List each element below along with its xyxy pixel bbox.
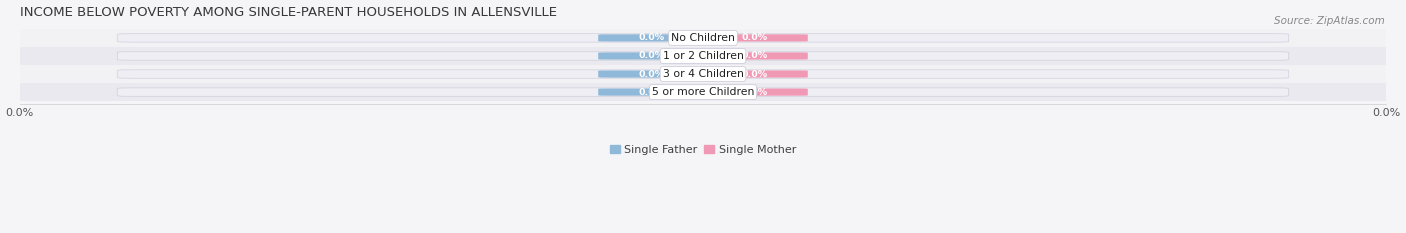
FancyBboxPatch shape <box>117 70 1289 78</box>
Text: INCOME BELOW POVERTY AMONG SINGLE-PARENT HOUSEHOLDS IN ALLENSVILLE: INCOME BELOW POVERTY AMONG SINGLE-PARENT… <box>20 6 557 19</box>
Text: 0.0%: 0.0% <box>741 88 768 97</box>
FancyBboxPatch shape <box>117 52 1289 60</box>
Bar <box>0 29 1406 47</box>
Text: 0.0%: 0.0% <box>741 51 768 61</box>
FancyBboxPatch shape <box>700 52 808 60</box>
FancyBboxPatch shape <box>700 34 808 41</box>
Text: 0.0%: 0.0% <box>638 33 665 42</box>
Text: Source: ZipAtlas.com: Source: ZipAtlas.com <box>1274 16 1385 26</box>
Bar <box>0 65 1406 83</box>
FancyBboxPatch shape <box>117 88 1289 96</box>
Text: 0.0%: 0.0% <box>638 51 665 61</box>
Bar <box>0 83 1406 101</box>
FancyBboxPatch shape <box>117 34 1289 42</box>
FancyBboxPatch shape <box>598 70 706 78</box>
Text: 0.0%: 0.0% <box>638 88 665 97</box>
Text: 0.0%: 0.0% <box>638 69 665 79</box>
FancyBboxPatch shape <box>598 52 706 60</box>
Legend: Single Father, Single Mother: Single Father, Single Mother <box>610 144 796 155</box>
Text: 5 or more Children: 5 or more Children <box>652 87 754 97</box>
FancyBboxPatch shape <box>598 34 706 41</box>
FancyBboxPatch shape <box>598 89 706 96</box>
Text: 3 or 4 Children: 3 or 4 Children <box>662 69 744 79</box>
Text: 1 or 2 Children: 1 or 2 Children <box>662 51 744 61</box>
Text: No Children: No Children <box>671 33 735 43</box>
Text: 0.0%: 0.0% <box>741 69 768 79</box>
Bar <box>0 47 1406 65</box>
FancyBboxPatch shape <box>700 70 808 78</box>
FancyBboxPatch shape <box>700 89 808 96</box>
Text: 0.0%: 0.0% <box>741 33 768 42</box>
